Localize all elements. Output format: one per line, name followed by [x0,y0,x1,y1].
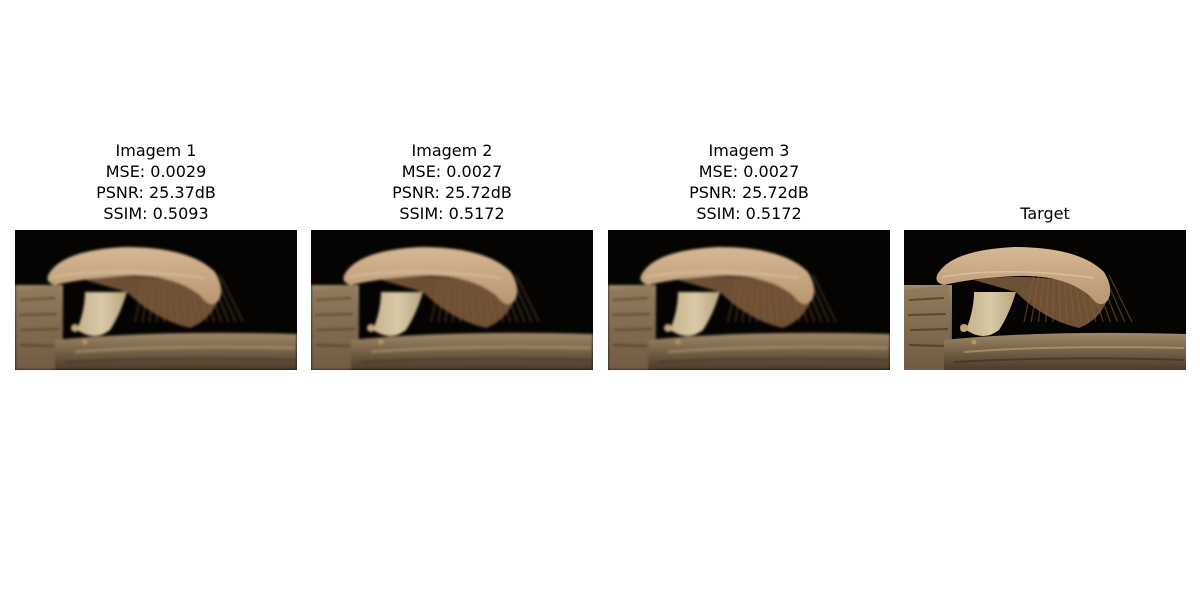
mse-metric: MSE: 0.0027 [698,162,800,181]
psnr-metric: PSNR: 25.37dB [96,183,216,202]
mushroom-image [15,230,297,370]
panel-imagem-1: Imagem 1 MSE: 0.0029 PSNR: 25.37dB SSIM:… [15,0,297,600]
mse-metric: MSE: 0.0027 [401,162,503,181]
panel-title: Target [904,203,1186,224]
panel-name: Imagem 1 [115,141,197,160]
panel-imagem-2: Imagem 2 MSE: 0.0027 PSNR: 25.72dB SSIM:… [311,0,593,600]
ssim-metric: SSIM: 0.5172 [399,204,505,223]
panel-title: Imagem 2 MSE: 0.0027 PSNR: 25.72dB SSIM:… [311,140,593,224]
mushroom-image [904,230,1186,370]
mse-metric: MSE: 0.0029 [105,162,207,181]
panel-title: Imagem 1 MSE: 0.0029 PSNR: 25.37dB SSIM:… [15,140,297,224]
panel-name: Imagem 2 [411,141,493,160]
psnr-metric: PSNR: 25.72dB [392,183,512,202]
panel-title: Imagem 3 MSE: 0.0027 PSNR: 25.72dB SSIM:… [608,140,890,224]
panel-imagem-3: Imagem 3 MSE: 0.0027 PSNR: 25.72dB SSIM:… [608,0,890,600]
mushroom-image [311,230,593,370]
panel-name: Target [1020,204,1070,223]
mushroom-image [608,230,890,370]
ssim-metric: SSIM: 0.5172 [696,204,802,223]
psnr-metric: PSNR: 25.72dB [689,183,809,202]
ssim-metric: SSIM: 0.5093 [103,204,209,223]
panel-target: Target [904,0,1186,600]
panel-name: Imagem 3 [708,141,790,160]
